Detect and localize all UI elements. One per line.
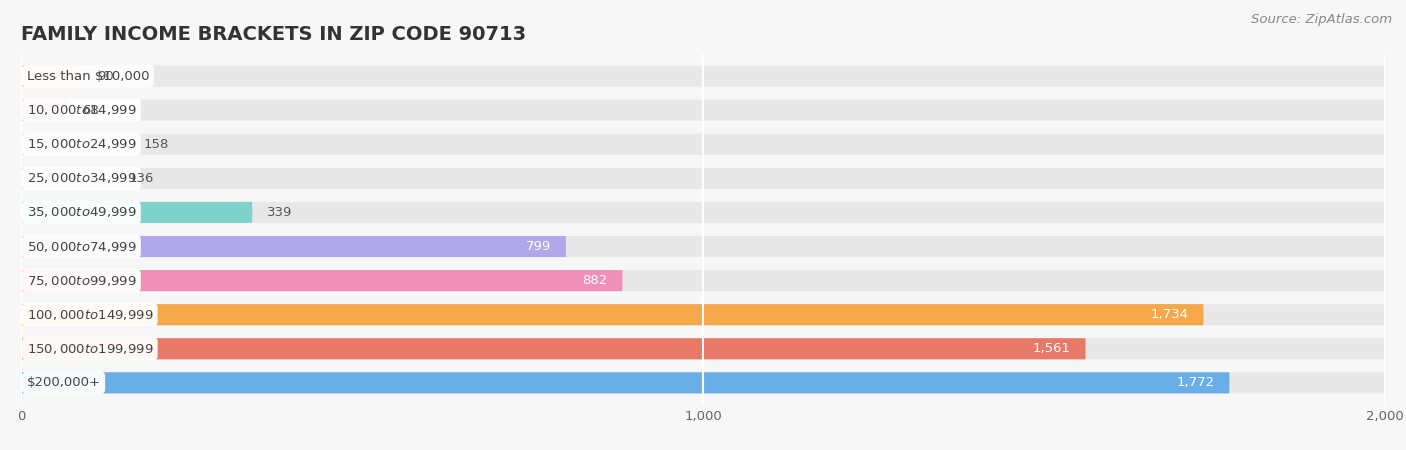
FancyBboxPatch shape: [21, 236, 567, 257]
Text: 339: 339: [267, 206, 292, 219]
FancyBboxPatch shape: [21, 270, 623, 291]
Text: $25,000 to $34,999: $25,000 to $34,999: [27, 171, 136, 185]
Text: $50,000 to $74,999: $50,000 to $74,999: [27, 239, 136, 253]
FancyBboxPatch shape: [21, 372, 1229, 393]
FancyBboxPatch shape: [21, 66, 1385, 87]
Text: $10,000 to $14,999: $10,000 to $14,999: [27, 103, 136, 117]
Text: 799: 799: [526, 240, 551, 253]
FancyBboxPatch shape: [21, 202, 1385, 223]
Text: 90: 90: [97, 70, 114, 83]
FancyBboxPatch shape: [21, 202, 252, 223]
Text: $200,000+: $200,000+: [27, 376, 101, 389]
Text: $15,000 to $24,999: $15,000 to $24,999: [27, 137, 136, 151]
Text: 68: 68: [83, 104, 100, 117]
Text: Source: ZipAtlas.com: Source: ZipAtlas.com: [1251, 14, 1392, 27]
FancyBboxPatch shape: [21, 168, 114, 189]
FancyBboxPatch shape: [21, 304, 1385, 325]
Text: $35,000 to $49,999: $35,000 to $49,999: [27, 206, 136, 220]
Text: 882: 882: [582, 274, 607, 287]
Text: $75,000 to $99,999: $75,000 to $99,999: [27, 274, 136, 288]
FancyBboxPatch shape: [21, 338, 1085, 360]
FancyBboxPatch shape: [21, 338, 1385, 360]
FancyBboxPatch shape: [21, 134, 129, 155]
Text: Less than $10,000: Less than $10,000: [27, 70, 149, 83]
Text: $150,000 to $199,999: $150,000 to $199,999: [27, 342, 153, 356]
Text: 136: 136: [129, 172, 155, 185]
FancyBboxPatch shape: [21, 304, 1204, 325]
FancyBboxPatch shape: [21, 66, 83, 87]
FancyBboxPatch shape: [21, 134, 1385, 155]
Text: 1,734: 1,734: [1150, 308, 1188, 321]
Text: $100,000 to $149,999: $100,000 to $149,999: [27, 308, 153, 322]
Text: 158: 158: [143, 138, 169, 151]
FancyBboxPatch shape: [21, 270, 1385, 291]
FancyBboxPatch shape: [21, 372, 1385, 393]
Text: 1,772: 1,772: [1177, 376, 1215, 389]
Text: 1,561: 1,561: [1032, 342, 1070, 355]
FancyBboxPatch shape: [21, 236, 1385, 257]
Text: FAMILY INCOME BRACKETS IN ZIP CODE 90713: FAMILY INCOME BRACKETS IN ZIP CODE 90713: [21, 25, 526, 44]
FancyBboxPatch shape: [21, 168, 1385, 189]
FancyBboxPatch shape: [21, 99, 1385, 121]
FancyBboxPatch shape: [21, 99, 67, 121]
